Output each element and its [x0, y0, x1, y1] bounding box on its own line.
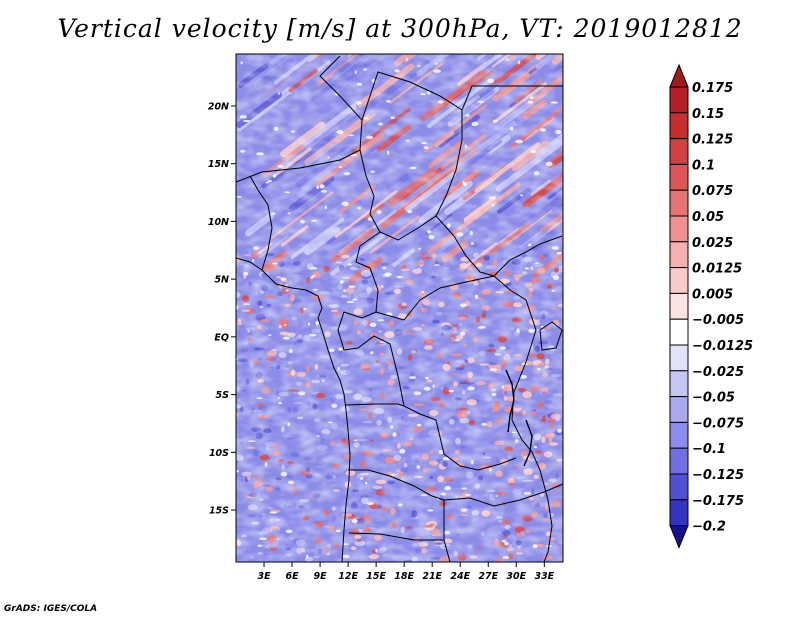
colorbar-swatch [669, 499, 689, 527]
coastline [236, 257, 351, 562]
colorbar-label: 0.175 [692, 81, 733, 96]
colorbar-swatch [669, 189, 689, 217]
colorbar-swatch [669, 396, 689, 423]
lon-tick-label: 27E [478, 571, 498, 582]
lake-outline [523, 419, 533, 467]
colorbar-label: −0.075 [692, 416, 744, 431]
lon-tick-label: 24E [450, 571, 470, 582]
colorbar-swatch [669, 370, 689, 398]
colorbar-swatch [669, 86, 689, 114]
colorbar-label: 0.0125 [692, 262, 742, 277]
border-line [397, 375, 517, 471]
colorbar-swatch [669, 112, 689, 140]
country-borders [236, 55, 563, 562]
chart-title: Vertical velocity [m/s] at 300hPa, VT: 2… [57, 14, 743, 43]
lat-tick-label: 5S [216, 390, 230, 401]
map-frame [235, 53, 564, 563]
border-line [461, 85, 563, 111]
colorbar-top-arrow [669, 63, 689, 88]
border-line [249, 175, 273, 271]
lat-tick-label: 15S [209, 506, 229, 517]
colorbar-label: −0.05 [692, 391, 735, 406]
colorbar-label: 0.125 [692, 133, 733, 148]
border-line [493, 275, 541, 471]
lon-tick-label: 9E [314, 571, 328, 582]
colorbar-swatch [669, 241, 689, 269]
latitude-axis: 20N 15N 10N 5N EQ 5S 10S 15S [208, 101, 236, 517]
colorbar-swatch [669, 344, 689, 372]
colorbar-swatch [669, 318, 689, 346]
colorbar-swatch [669, 163, 689, 191]
lon-tick-label: 15E [366, 571, 386, 582]
border-line [443, 483, 563, 507]
lat-tick-label: 10S [209, 448, 229, 459]
colorbar-swatch [669, 473, 689, 501]
lon-tick-label: 30E [506, 571, 526, 582]
border-line [337, 311, 399, 377]
colorbar-swatch [669, 138, 689, 165]
border-line [345, 403, 405, 407]
colorbar-swatch [669, 292, 689, 320]
lake-outline [539, 321, 563, 351]
colorbar: 0.175 0.15 0.125 0.1 0.075 0.05 0.025 0.0125 0.0… [669, 63, 753, 549]
lon-tick-label: 12E [338, 571, 358, 582]
lat-tick-label: EQ [214, 332, 229, 343]
colorbar-bottom-arrow [669, 525, 689, 549]
lake-outline [505, 369, 515, 433]
colorbar-label: −0.0125 [692, 339, 753, 354]
colorbar-label: −0.005 [692, 313, 744, 328]
lon-tick-label: 3E [257, 571, 271, 582]
colorbar-label: −0.175 [692, 494, 744, 509]
colorbar-label: −0.025 [692, 365, 744, 380]
longitude-axis: 3E 6E 9E 12E 15E 18E 21E 24E 27E 30E 33E [257, 562, 555, 582]
colorbar-label: −0.1 [692, 442, 726, 457]
lon-tick-label: 33E [534, 571, 554, 582]
border-line [403, 275, 495, 321]
colorbar-swatch [669, 215, 689, 243]
lat-tick-label: 20N [208, 101, 229, 112]
colorbar-swatch [669, 267, 689, 294]
border-line [348, 469, 451, 562]
border-line [539, 469, 553, 562]
colorbar-label: 0.005 [692, 287, 733, 302]
border-line [348, 532, 444, 541]
lon-tick-label: 18E [394, 571, 414, 582]
lat-tick-label: 5N [214, 275, 229, 286]
lat-tick-label: 10N [208, 217, 229, 228]
colorbar-label: 0.05 [692, 210, 724, 225]
vertical-velocity-field [236, 54, 563, 562]
colorbar-swatch [669, 447, 689, 475]
lat-tick-label: 15N [208, 159, 229, 170]
colorbar-label: −0.125 [692, 468, 744, 483]
colorbar-label: 0.025 [692, 236, 733, 251]
colorbar-label: −0.2 [692, 520, 726, 535]
lon-tick-label: 21E [422, 571, 442, 582]
colorbar-label: 0.075 [692, 184, 733, 199]
colorbar-label: 0.15 [692, 107, 724, 122]
grads-credit: GrADS: IGES/COLA [4, 604, 98, 614]
colorbar-label: 0.1 [692, 158, 715, 173]
border-line [361, 71, 463, 241]
border-line [355, 149, 405, 321]
lon-tick-label: 6E [286, 571, 300, 582]
colorbar-swatch [669, 421, 689, 449]
